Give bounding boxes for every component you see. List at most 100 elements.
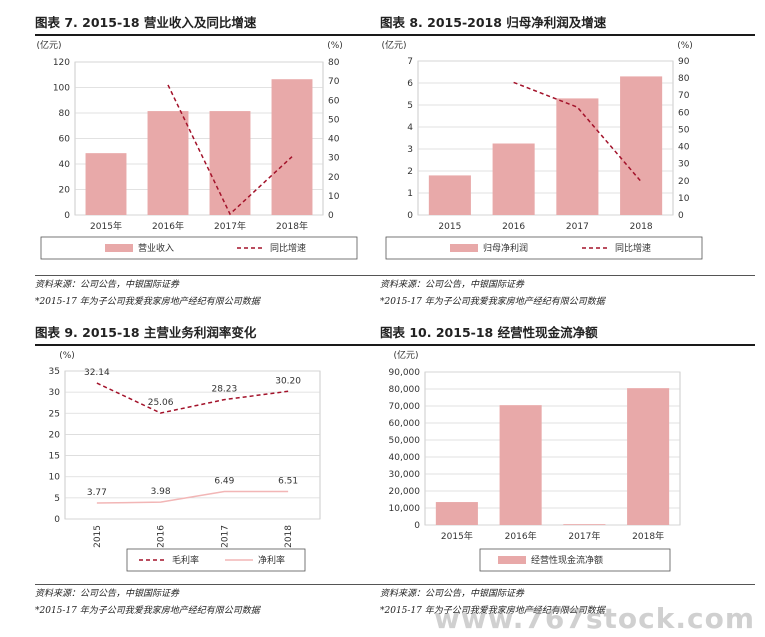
bar [499,405,542,525]
x-tick-label: 2015年 [90,220,122,232]
y-tick-label: 20 [59,186,71,196]
source-rule [380,584,755,585]
series-line [96,382,289,414]
watermark-text: www.767stock.com [433,602,755,635]
y-tick-label: 80,000 [389,385,421,395]
y2-tick-label: 30 [678,160,690,170]
bar [209,111,251,215]
chart-title: 图表 7. 2015-18 营业收入及同比增速 [35,15,257,30]
bar [492,143,535,215]
source-rule [35,584,410,585]
series-line [96,490,289,504]
y-tick-label: 35 [49,367,60,377]
y-tick-label: 0 [64,211,70,221]
y-tick-label: 0 [407,211,413,221]
y-tick-label: 80 [59,109,71,119]
x-tick-label: 2016年 [505,530,537,542]
source-text: 资料来源：公司公告，中银国际证券 [35,280,180,290]
bar [563,524,606,525]
y-tick-label: 2 [407,167,413,177]
x-tick-label: 2015 [93,525,103,548]
title-rule [380,344,755,346]
y2-tick-label: 50 [328,115,340,125]
data-label: 28.23 [211,385,237,395]
source-rule [35,275,410,276]
legend-box [40,236,358,260]
y-tick-label: 10 [49,473,61,483]
x-tick-label: 2015年 [441,530,473,542]
y-tick-label: 1 [407,189,413,199]
y-axis-unit: (%) [59,351,75,361]
y-tick-label: 15 [49,452,60,462]
series-line [167,84,293,216]
y-tick-label: 7 [407,57,413,67]
y2-tick-label: 50 [678,125,690,135]
chart-revenue: 0 20 40 60 80 100 120 0 10 20 30 40 50 60 70 80 (亿元) (%) 2… [36,39,358,260]
y2-axis-unit: (%) [677,41,693,51]
data-label: 3.77 [87,488,107,498]
y-tick-label: 0 [54,515,60,525]
y2-tick-label: 20 [678,177,690,187]
legend-label: 营业收入 [138,242,174,254]
series-line [513,81,642,183]
data-label: 30.20 [275,376,301,386]
source-text: 资料来源：公司公告，中银国际证券 [380,280,525,290]
x-tick-label: 2017年 [214,220,246,232]
y-tick-label: 5 [407,101,413,111]
bar [85,153,127,215]
legend-swatch [498,556,526,564]
note-text: *2015-17 年为子公司我爱我家房地产经纪有限公司数据 [380,606,605,616]
x-tick-label: 2016 [502,222,525,232]
legend-box [126,548,306,572]
data-label: 3.98 [151,487,171,497]
y2-axis-unit: (%) [327,41,343,51]
y-tick-label: 20 [49,430,61,440]
title-rule [35,34,410,36]
y-tick-label: 90,000 [389,368,421,378]
data-label: 6.51 [278,476,298,486]
y-tick-label: 25 [49,409,60,419]
x-tick-label: 2016年 [152,220,184,232]
legend-swatch [450,244,478,252]
x-tick-label: 2018 [284,525,294,548]
y2-tick-label: 60 [328,96,340,106]
y-axis-unit: (亿元) [393,349,418,361]
y-tick-label: 6 [407,79,413,89]
y2-tick-label: 30 [328,154,340,164]
legend-label: 净利率 [258,554,285,566]
x-tick-label: 2018年 [276,220,308,232]
note-text: *2015-17 年为子公司我爱我家房地产经纪有限公司数据 [35,297,260,307]
y-tick-label: 0 [414,521,420,531]
y-tick-label: 40 [59,160,71,170]
y-axis-unit: (亿元) [36,39,61,51]
title-rule [35,344,410,346]
y-tick-label: 3 [407,145,413,155]
bar [627,388,670,525]
y2-tick-label: 0 [328,211,334,221]
data-label: 6.49 [214,477,234,487]
note-text: *2015-17 年为子公司我爱我家房地产经纪有限公司数据 [35,606,260,616]
y2-tick-label: 10 [678,194,690,204]
bar [556,98,599,215]
y2-tick-label: 80 [328,58,340,68]
legend-box [385,236,703,260]
note-text: *2015-17 年为子公司我爱我家房地产经纪有限公司数据 [380,297,605,307]
source-text: 资料来源：公司公告，中银国际证券 [380,589,525,599]
y2-tick-label: 10 [328,192,340,202]
legend-label: 毛利率 [172,554,199,566]
chart-cash-flow: 0 10,000 20,000 30,000 40,000 50,000 60,000 70,… [389,349,681,572]
x-tick-label: 2017 [220,525,230,548]
data-label: 25.06 [148,398,174,408]
legend-label: 同比增速 [615,242,651,254]
y2-tick-label: 0 [678,211,684,221]
y-tick-label: 70,000 [389,402,421,412]
y-tick-label: 30 [49,388,61,398]
x-tick-label: 2018 [630,222,653,232]
y-tick-label: 30,000 [389,470,421,480]
chart-title: 图表 10. 2015-18 经营性现金流净额 [380,325,598,340]
y-tick-label: 4 [407,123,413,133]
y2-tick-label: 40 [328,135,340,145]
x-tick-label: 2016 [157,525,167,548]
y-tick-label: 40,000 [389,453,421,463]
